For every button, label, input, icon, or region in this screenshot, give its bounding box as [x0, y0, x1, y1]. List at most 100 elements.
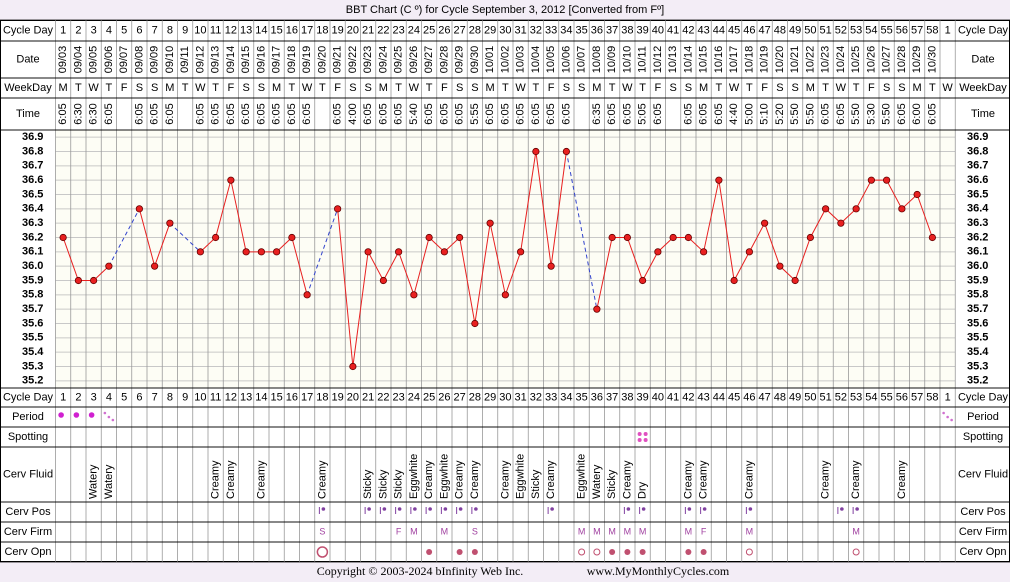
cerv-opn-mark: [609, 549, 616, 555]
date: 10/17: [728, 46, 740, 74]
temp-point: [608, 233, 616, 242]
temp-point: [212, 233, 220, 242]
cycle-day-bottom: 12: [225, 391, 237, 403]
row-label: Cycle Day: [3, 391, 54, 403]
date: 10/06: [560, 46, 572, 74]
weekday: M: [699, 82, 708, 94]
cycle-day-bottom: 55: [881, 391, 893, 403]
temp-point: [806, 233, 814, 242]
temp-point: [135, 205, 143, 213]
cycle-day-bottom: 54: [865, 391, 877, 403]
temp-point: [593, 305, 601, 313]
cerv-pos-dot: [397, 507, 402, 511]
date: 10/05: [545, 46, 557, 74]
time: 6:05: [362, 103, 374, 124]
cycle-day: 24: [408, 24, 420, 36]
cycle-day-bottom: 27: [454, 391, 466, 403]
time: 5:05: [637, 103, 649, 124]
cerv-fluid: Creamy: [545, 460, 557, 499]
cerv-fluid: Creamy: [469, 460, 481, 499]
weekday: M: [806, 82, 815, 94]
cycle-day: 1: [60, 24, 66, 36]
cycle-day: 36: [591, 24, 603, 36]
time: 6:05: [57, 103, 69, 124]
period-light-mark: [946, 415, 949, 419]
y-tick-label: 35.4: [22, 346, 44, 358]
weekday: F: [228, 82, 235, 94]
y-tick-label-right: 36.8: [967, 145, 988, 157]
cycle-day-bottom: 4: [106, 391, 112, 403]
period-light-mark: [103, 411, 107, 415]
time: 6:05: [225, 103, 237, 124]
cerv-firm: F: [701, 526, 707, 536]
weekday: T: [929, 82, 936, 94]
cerv-pos-dot: [748, 507, 753, 511]
time: 5:50: [850, 103, 862, 124]
period-mark: [88, 412, 95, 418]
cycle-day: 15: [271, 24, 283, 36]
time: 5:55: [469, 103, 481, 124]
cerv-fluid: Creamy: [698, 460, 710, 499]
cerv-opn-mark: [593, 548, 601, 556]
spotting-mark: [643, 438, 648, 442]
weekday: S: [136, 82, 143, 94]
cycle-day: 40: [652, 24, 664, 36]
temp-point: [715, 176, 723, 184]
cycle-day: 25: [423, 24, 435, 36]
temp-point: [761, 219, 769, 227]
cerv-pos-dot: [702, 507, 707, 511]
time: 4:00: [347, 103, 359, 124]
date: 09/13: [210, 46, 222, 74]
temp-point: [776, 262, 784, 270]
row-label-right: Cerv Opn: [959, 546, 1006, 558]
cycle-day: 39: [637, 24, 649, 36]
weekday: S: [258, 82, 265, 94]
period-light-mark: [107, 415, 111, 419]
y-tick-label-right: 36.7: [967, 160, 988, 172]
cycle-day-bottom: 22: [377, 391, 389, 403]
cycle-day-bottom: 41: [667, 391, 679, 403]
temp-point: [745, 248, 753, 256]
date: 09/19: [301, 46, 313, 74]
weekday: M: [59, 82, 68, 94]
temp-point: [486, 219, 494, 227]
weekday: T: [106, 82, 113, 94]
date: 10/20: [774, 46, 786, 74]
date: 09/23: [362, 46, 374, 74]
cycle-day-bottom: 15: [271, 391, 283, 403]
cycle-day-bottom: 50: [804, 391, 816, 403]
cerv-fluid: Sticky: [393, 469, 405, 499]
weekday: T: [822, 82, 829, 94]
weekday: T: [395, 82, 402, 94]
cerv-firm: M: [593, 526, 601, 536]
date: 10/14: [682, 46, 694, 74]
weekday: S: [791, 82, 798, 94]
weekday: S: [242, 82, 249, 94]
y-tick-label-right: 36.1: [967, 246, 988, 258]
cerv-opn-mark: [471, 549, 478, 555]
cerv-firm: M: [441, 526, 449, 536]
cycle-day-bottom: 10: [194, 391, 206, 403]
row-label-right: Cycle Day: [958, 391, 1009, 403]
cycle-day-bottom: 26: [438, 391, 450, 403]
weekday: W: [515, 82, 526, 94]
cycle-day: 35: [576, 24, 588, 36]
cycle-day: 46: [743, 24, 755, 36]
time: 6:05: [698, 103, 710, 124]
cycle-day-bottom: 11: [210, 391, 221, 403]
temp-point: [334, 205, 342, 213]
temp-point: [883, 176, 891, 184]
cycle-day: 34: [560, 24, 572, 36]
weekday: S: [685, 82, 692, 94]
period-mark: [73, 412, 80, 418]
cerv-fluid: Creamy: [255, 460, 267, 499]
date: 09/21: [332, 46, 344, 74]
temp-point: [257, 248, 265, 256]
row-label-right: Time: [971, 108, 995, 120]
temp-point: [456, 233, 464, 242]
cycle-day-bottom: 16: [286, 391, 298, 403]
cycle-day-bottom: 30: [499, 391, 511, 403]
cerv-fluid: Creamy: [454, 460, 466, 499]
time: 6:05: [560, 103, 572, 124]
cerv-fluid: Creamy: [621, 460, 633, 499]
